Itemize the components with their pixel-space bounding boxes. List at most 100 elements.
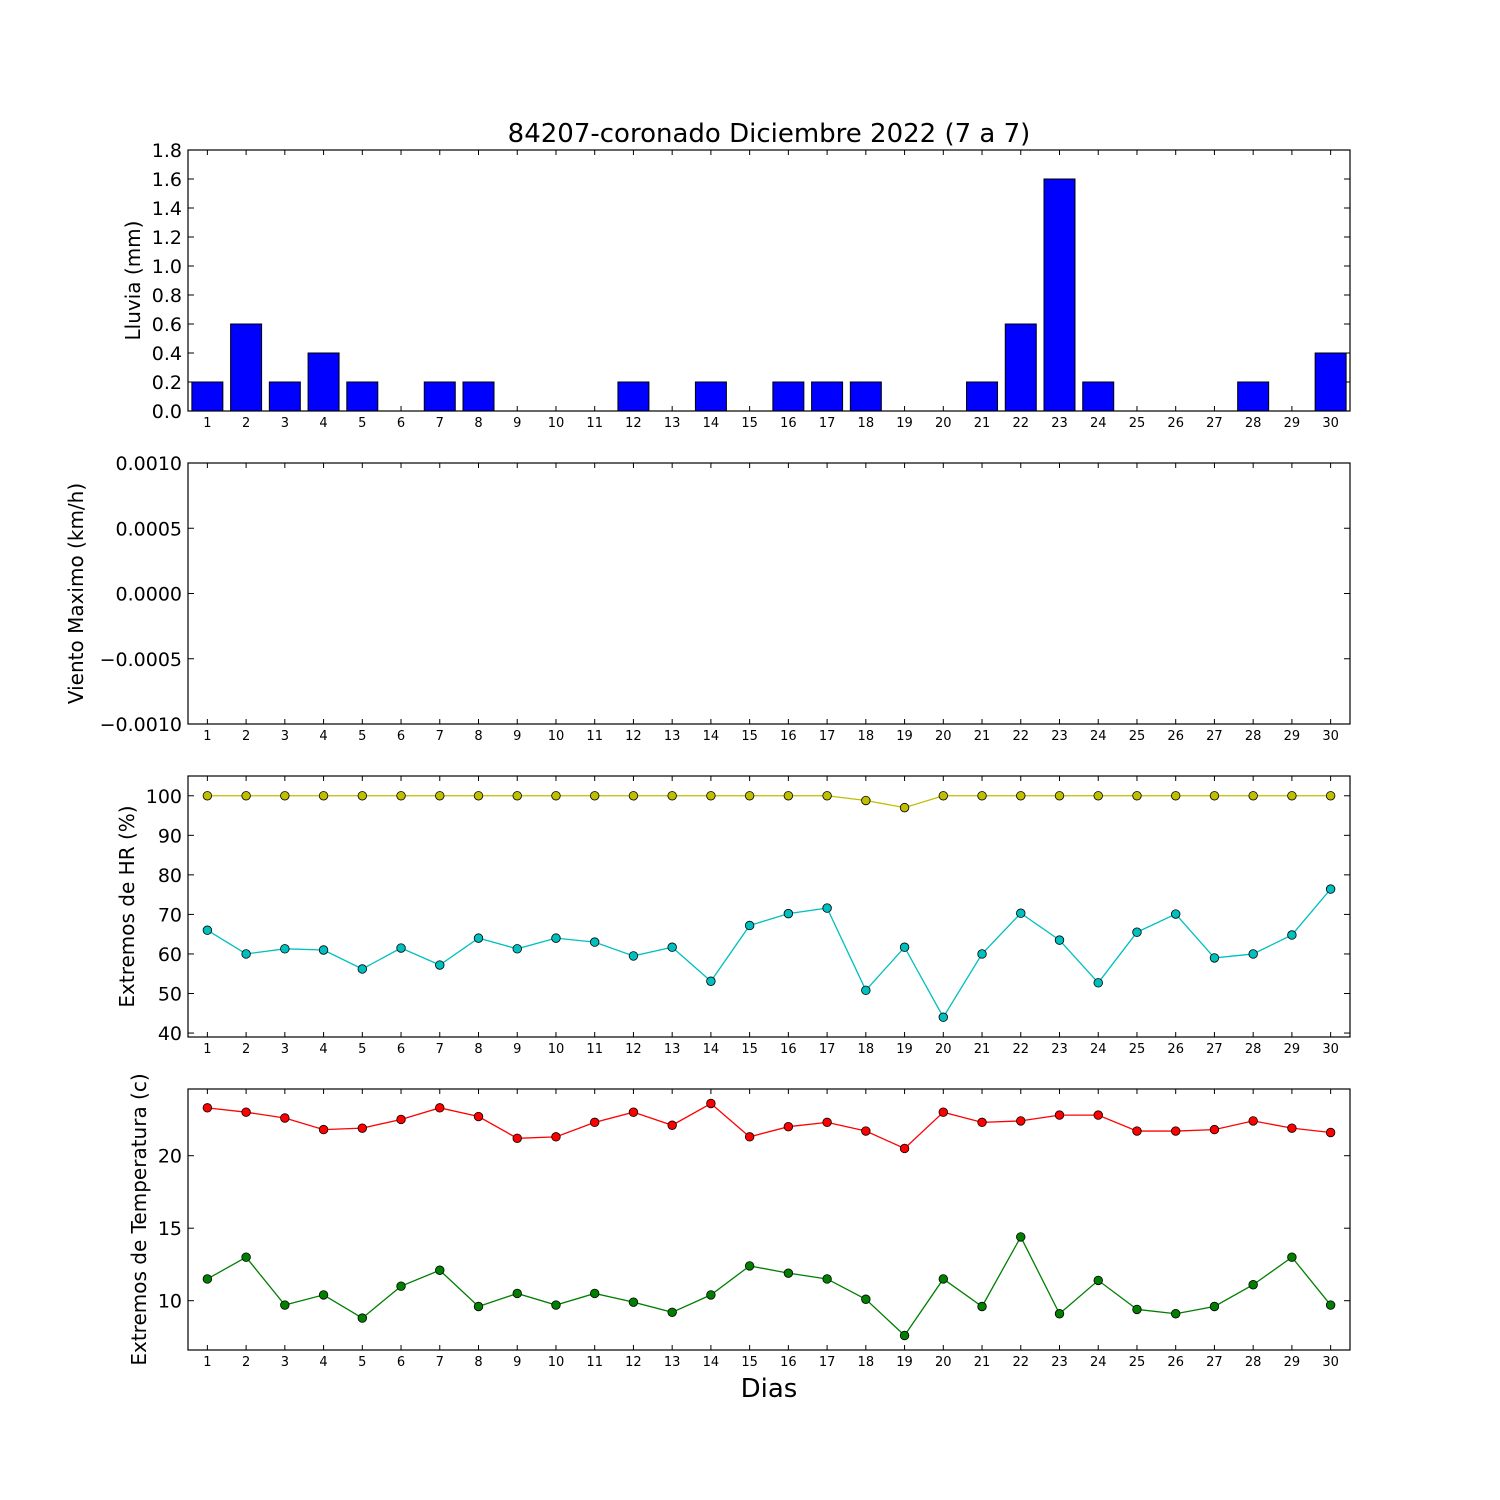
x-tick-label: 15 bbox=[741, 1355, 758, 1370]
data-point bbox=[861, 985, 871, 996]
data-point bbox=[1209, 791, 1220, 801]
rain-bar bbox=[1004, 323, 1037, 412]
data-point bbox=[667, 791, 677, 801]
x-tick-label: 14 bbox=[703, 416, 720, 431]
x-tick-label: 29 bbox=[1284, 729, 1301, 744]
series-line-2 bbox=[207, 1235, 1332, 1337]
x-tick-label: 29 bbox=[1284, 1042, 1301, 1057]
x-tick-label: 10 bbox=[548, 416, 565, 431]
data-point bbox=[1248, 1280, 1258, 1290]
data-point bbox=[1093, 791, 1103, 801]
data-point bbox=[1054, 1110, 1065, 1120]
x-tick-label: 17 bbox=[819, 416, 836, 431]
data-point bbox=[1132, 1304, 1142, 1315]
panel-4: 1 2 3 4 5 6 7 8 9 10 11 12 13 14 15 16 17 18 19 20 21 22 23 24 2… bbox=[127, 1073, 1351, 1370]
data-point bbox=[280, 1300, 290, 1310]
series-line-1 bbox=[207, 795, 1331, 809]
data-point bbox=[1325, 884, 1336, 894]
x-tick-label: 12 bbox=[625, 416, 642, 431]
x-tick-label: 15 bbox=[741, 1042, 758, 1057]
data-point bbox=[1248, 791, 1258, 801]
data-point bbox=[1132, 927, 1142, 937]
data-point bbox=[357, 791, 368, 801]
data-point bbox=[1016, 908, 1026, 918]
data-point bbox=[938, 1107, 949, 1117]
data-point bbox=[1054, 1309, 1065, 1319]
data-point bbox=[590, 1117, 600, 1128]
x-tick-label: 7 bbox=[436, 1042, 444, 1057]
data-point bbox=[706, 1098, 716, 1109]
data-point bbox=[822, 791, 832, 801]
x-tick-label: 21 bbox=[974, 1355, 991, 1370]
y-tick-label: 100 bbox=[146, 786, 182, 808]
y-axis-label: Lluvia (mm) bbox=[121, 221, 145, 341]
y-tick-label: 1.2 bbox=[152, 227, 182, 249]
y-tick-label: 1.6 bbox=[152, 169, 182, 191]
x-tick-label: 17 bbox=[819, 729, 836, 744]
data-point bbox=[783, 791, 794, 801]
x-tick-label: 24 bbox=[1090, 1355, 1107, 1370]
data-point bbox=[744, 791, 755, 801]
data-point bbox=[202, 1274, 213, 1284]
x-tick-label: 21 bbox=[974, 416, 991, 431]
data-point bbox=[628, 1107, 639, 1117]
x-tick-label: 22 bbox=[1012, 729, 1029, 744]
data-point bbox=[396, 1281, 406, 1291]
x-tick-label: 11 bbox=[586, 729, 603, 744]
x-tick-label: 5 bbox=[358, 1042, 366, 1057]
x-tick-label: 9 bbox=[513, 416, 521, 431]
x-tick-label: 4 bbox=[319, 1355, 327, 1370]
plot-frame bbox=[187, 149, 1351, 412]
x-tick-label: 25 bbox=[1129, 416, 1146, 431]
x-tick-label: 12 bbox=[625, 1355, 642, 1370]
y-tick-label: −0.0005 bbox=[100, 649, 182, 671]
data-point bbox=[628, 1297, 639, 1307]
x-tick-label: 27 bbox=[1206, 1042, 1223, 1057]
x-tick-label: 15 bbox=[741, 729, 758, 744]
y-axis-label: Viento Maximo (km/h) bbox=[64, 483, 88, 704]
x-tick-label: 8 bbox=[474, 729, 482, 744]
x-tick-label: 14 bbox=[703, 1042, 720, 1057]
x-tick-label: 7 bbox=[436, 1355, 444, 1370]
x-tick-label: 5 bbox=[358, 1355, 366, 1370]
data-point bbox=[706, 976, 716, 986]
x-tick-label: 1 bbox=[203, 1355, 211, 1370]
data-point bbox=[1016, 1232, 1026, 1242]
y-tick-label: 0.0000 bbox=[116, 584, 182, 606]
x-tick-label: 2 bbox=[242, 416, 250, 431]
y-tick-label: 1.0 bbox=[152, 256, 182, 278]
data-point bbox=[473, 1301, 484, 1312]
data-point bbox=[551, 933, 561, 943]
data-point bbox=[280, 1113, 290, 1123]
x-tick-label: 18 bbox=[858, 1355, 875, 1370]
rain-bar bbox=[811, 381, 844, 412]
data-point bbox=[1170, 909, 1181, 919]
data-point bbox=[899, 942, 910, 952]
x-tick-label: 3 bbox=[281, 729, 289, 744]
x-tick-label: 20 bbox=[935, 416, 952, 431]
x-tick-label: 19 bbox=[896, 1355, 913, 1370]
x-tick-label: 25 bbox=[1129, 1042, 1146, 1057]
x-tick-label: 22 bbox=[1012, 1355, 1029, 1370]
plot-frame bbox=[187, 462, 1351, 725]
data-point bbox=[357, 1313, 368, 1323]
data-point bbox=[1170, 1126, 1181, 1136]
data-point bbox=[435, 960, 445, 970]
data-point bbox=[473, 791, 484, 801]
x-tick-label: 3 bbox=[281, 1355, 289, 1370]
data-point bbox=[241, 1107, 251, 1117]
x-tick-label: 3 bbox=[281, 416, 289, 431]
x-tick-label: 6 bbox=[397, 729, 405, 744]
data-point bbox=[280, 944, 290, 954]
y-tick-label: −0.0010 bbox=[100, 714, 182, 736]
data-point bbox=[628, 791, 639, 801]
x-tick-label: 16 bbox=[780, 1042, 797, 1057]
data-point bbox=[1209, 1301, 1220, 1312]
x-tick-label: 16 bbox=[780, 729, 797, 744]
x-tick-label: 20 bbox=[935, 1355, 952, 1370]
data-point bbox=[1325, 791, 1336, 801]
x-tick-label: 14 bbox=[703, 1355, 720, 1370]
x-tick-label: 5 bbox=[358, 416, 366, 431]
data-point bbox=[396, 791, 406, 801]
